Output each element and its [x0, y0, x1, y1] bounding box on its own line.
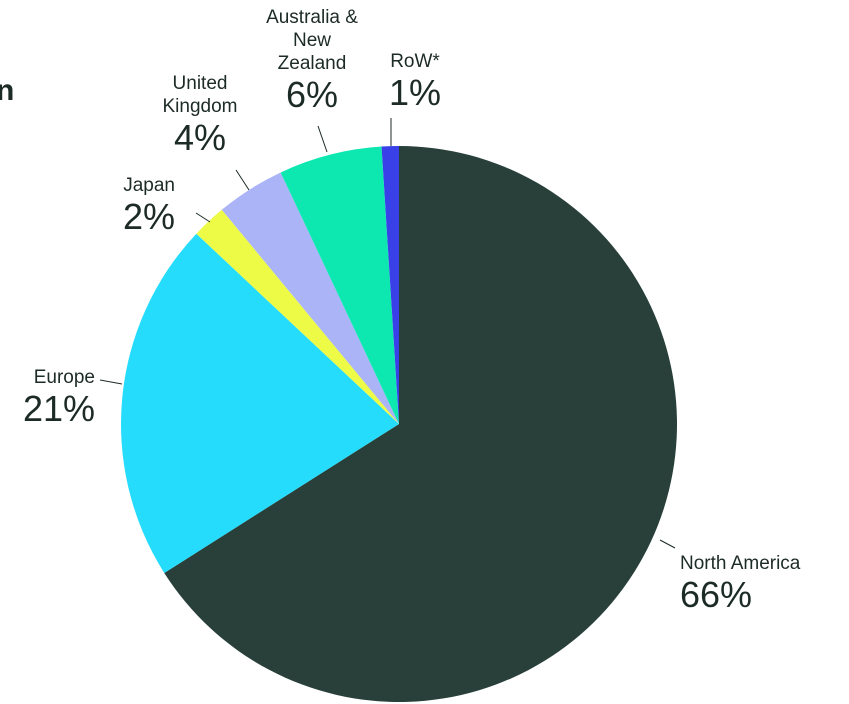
- leader-line: [235, 169, 250, 191]
- leader-line: [99, 379, 123, 385]
- pie-slice: [121, 233, 400, 573]
- leader-line: [659, 539, 676, 549]
- value-label: 4%: [173, 117, 227, 158]
- category-label: RoW*: [390, 51, 440, 72]
- category-label: United Kingdom: [162, 73, 238, 117]
- pie-slice: [381, 146, 399, 424]
- value-label: 21%: [22, 388, 95, 429]
- slice-label: North America 66%: [680, 552, 849, 615]
- leader-line: [317, 125, 328, 153]
- slice-label: Europe 21%: [0, 366, 95, 429]
- category-label: Australia & New Zealand: [266, 7, 358, 74]
- pie-slice: [221, 172, 399, 424]
- pie-slice: [196, 209, 399, 424]
- slice-label: United Kingdom 4%: [140, 72, 260, 158]
- category-label: Japan: [123, 175, 175, 196]
- category-label: North America: [680, 553, 801, 574]
- value-label: 2%: [122, 196, 175, 237]
- slice-label: Australia & New Zealand 6%: [262, 6, 362, 115]
- value-label: 6%: [285, 74, 339, 115]
- leader-line: [195, 212, 211, 223]
- value-label: 66%: [680, 574, 753, 615]
- slice-label: RoW* 1%: [375, 50, 455, 113]
- pie-slice: [280, 146, 399, 424]
- chart-title: n: [0, 74, 15, 107]
- value-label: 1%: [388, 72, 442, 113]
- slice-label: Japan 2%: [80, 174, 175, 237]
- category-label: Europe: [33, 367, 95, 388]
- pie-slice: [164, 146, 678, 703]
